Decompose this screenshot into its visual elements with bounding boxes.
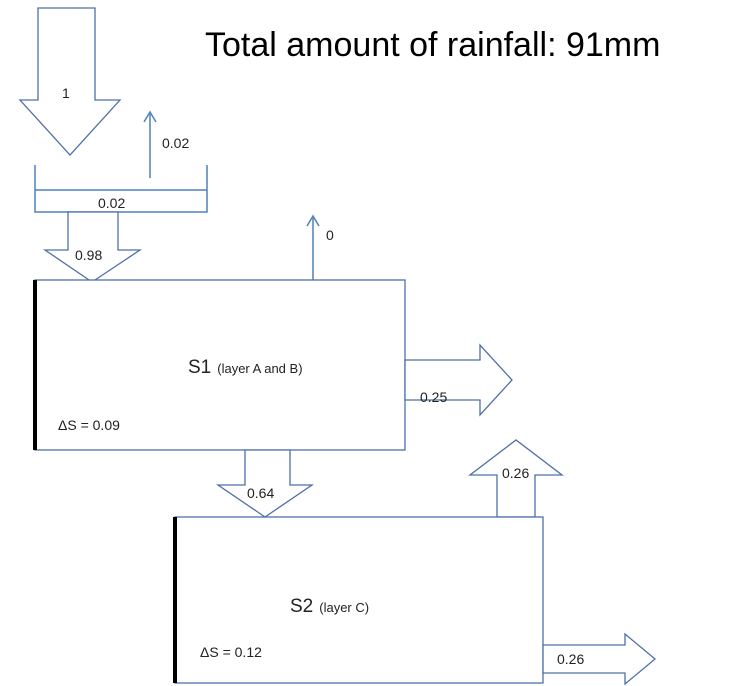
flow-label: 0.26 xyxy=(502,465,529,481)
rainfall-arrow xyxy=(18,7,122,156)
lateral-arrow xyxy=(404,343,513,417)
store-layer: (layer A and B) xyxy=(217,361,302,376)
store-label: S1 (layer A and B) xyxy=(188,357,303,378)
lateral-arrow xyxy=(542,632,657,686)
store-s2 xyxy=(174,516,544,684)
store-layer: (layer C) xyxy=(319,600,369,615)
title: Total amount of rainfall: 91mm xyxy=(205,26,660,64)
store-name: S1 xyxy=(188,357,211,378)
flow-label: 0.26 xyxy=(557,651,584,667)
flow-label: 0.02 xyxy=(98,195,125,211)
store-delta: ΔS = 0.09 xyxy=(58,417,120,433)
store-name: S2 xyxy=(290,596,313,617)
throughfall-arrow xyxy=(42,211,143,283)
flow-label: 0 xyxy=(326,227,334,243)
store-s1 xyxy=(34,279,406,451)
flow-label: 0.25 xyxy=(420,389,447,405)
flow-label: 0.64 xyxy=(247,485,274,501)
store-label: S2 (layer C) xyxy=(290,596,369,617)
flow-label: 0.02 xyxy=(162,135,189,151)
percolation-arrow xyxy=(215,449,315,518)
interception-store xyxy=(34,165,208,213)
arrow-head xyxy=(306,214,320,227)
upward-arrow xyxy=(468,439,564,518)
flow-label: 1 xyxy=(62,85,70,101)
store-delta: ΔS = 0.12 xyxy=(200,644,262,660)
flow-label: 0.98 xyxy=(75,247,102,263)
arrow-head xyxy=(143,110,157,123)
